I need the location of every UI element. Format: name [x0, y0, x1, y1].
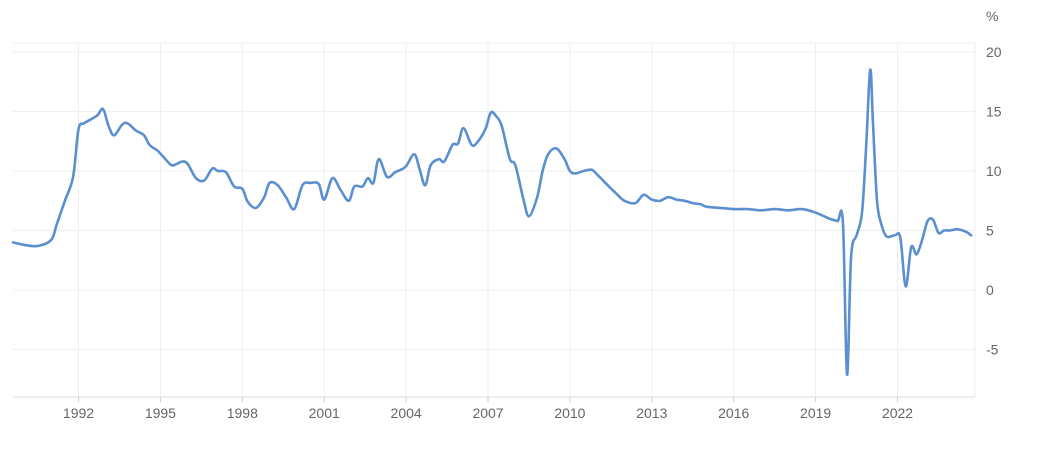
x-tick-label: 1992 [63, 405, 94, 421]
grid [13, 42, 976, 398]
unit-label: % [986, 8, 998, 24]
y-tick-label: 15 [986, 104, 1002, 120]
x-tick-label: 2019 [800, 405, 831, 421]
y-axis: % 20 15 10 5 0 -5 [986, 8, 1002, 358]
y-tick-label: 0 [986, 282, 994, 298]
y-tick-label: 5 [986, 223, 994, 239]
series-layer [11, 68, 973, 376]
x-tick-label: 2016 [718, 405, 749, 421]
x-tick-label: 2004 [391, 405, 422, 421]
x-tick-label: 2007 [472, 405, 503, 421]
x-tick-label: 2001 [309, 405, 340, 421]
x-axis: 1992 1995 1998 2001 2004 2007 2010 2013 2016 2019… [63, 397, 913, 421]
y-tick-label: -5 [986, 342, 999, 358]
x-tick-label: 1995 [145, 405, 176, 421]
y-tick-label: 20 [986, 44, 1002, 60]
x-tick-label: 1998 [227, 405, 258, 421]
y-tick-label: 10 [986, 163, 1002, 179]
series-line [11, 68, 973, 376]
x-tick-label: 2022 [882, 405, 913, 421]
x-tick-label: 2010 [554, 405, 585, 421]
x-tick-label: 2013 [636, 405, 667, 421]
